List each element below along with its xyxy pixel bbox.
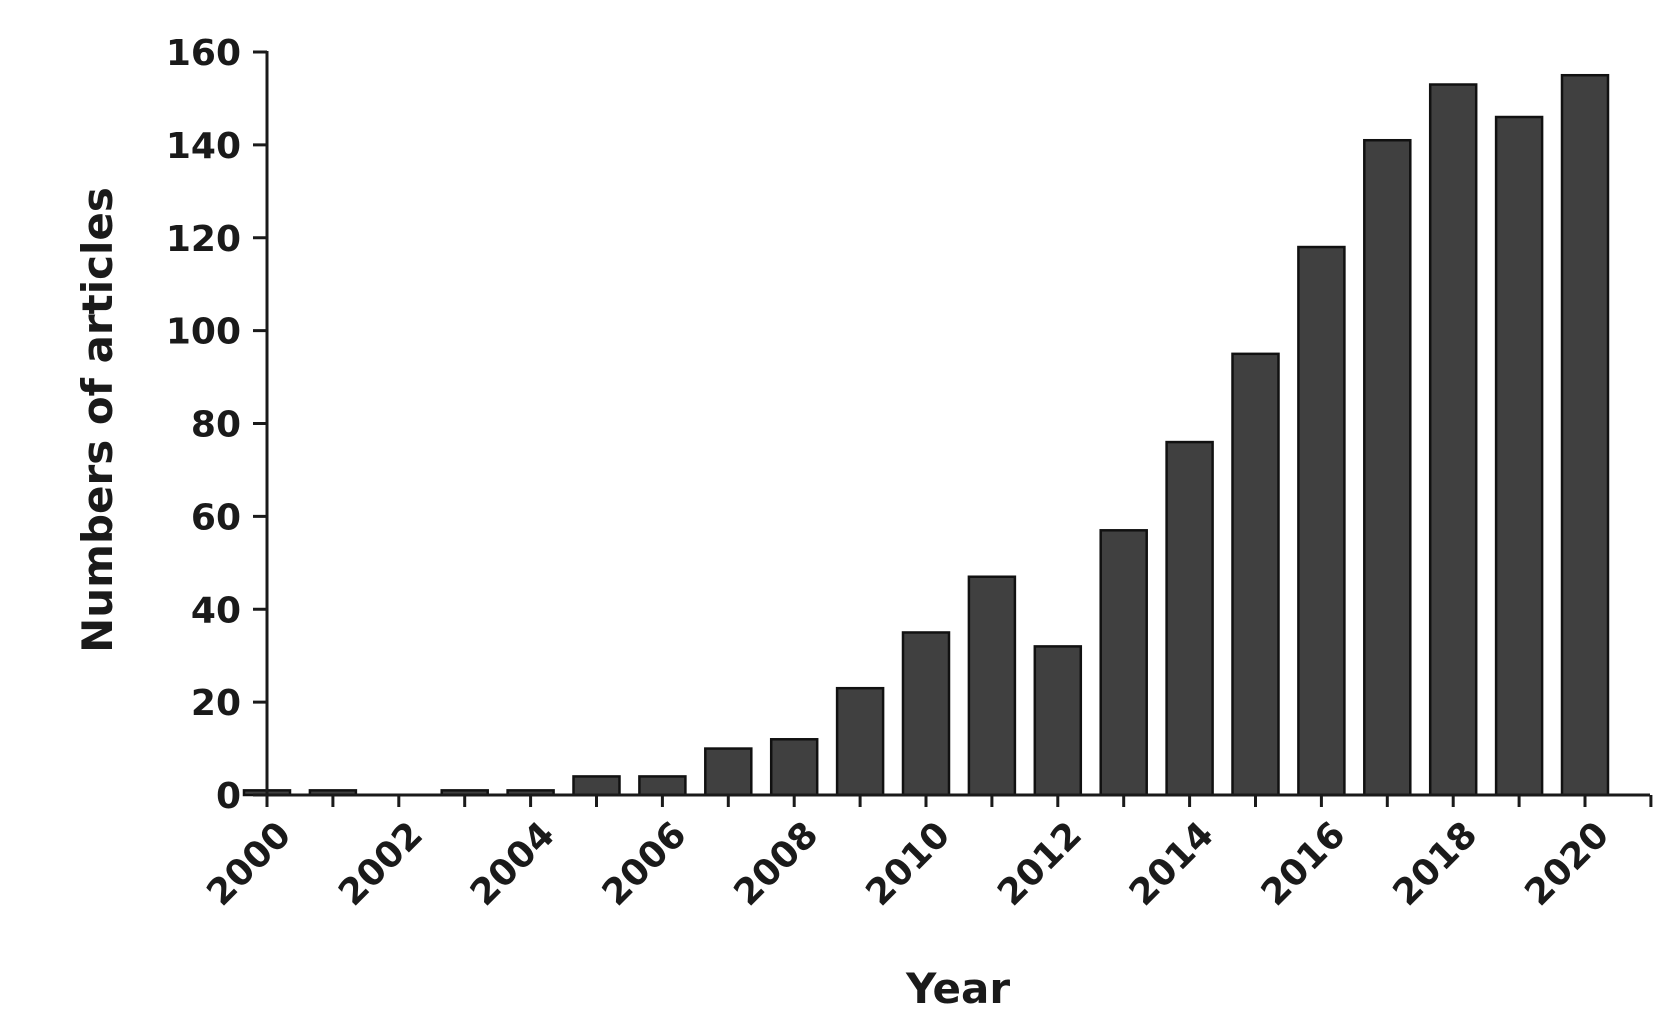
bar-2012	[1033, 645, 1083, 797]
bar-2015	[1231, 352, 1280, 797]
x-axis: 2000 2002 2004 2006 2008 2010 2012 2014 2016 2018…	[199, 793, 1653, 914]
bar-2005	[572, 775, 621, 797]
x-tick-label-2018: 2018	[1386, 814, 1486, 914]
bar-2016	[1297, 245, 1346, 797]
y-axis-title: Numbers of articles	[73, 187, 122, 653]
x-axis-title: Year	[905, 964, 1010, 1013]
y-tick-label-100: 100	[166, 312, 241, 353]
x-tick-label-2016: 2016	[1254, 814, 1354, 914]
bar-2007	[704, 747, 753, 797]
x-tick-label-2012: 2012	[990, 814, 1090, 914]
y-tick-label-80: 80	[191, 405, 241, 446]
bar-2006	[638, 775, 687, 797]
y-tick-label-140: 140	[166, 126, 241, 167]
bar-2013	[1099, 529, 1148, 797]
x-tick-label-2002: 2002	[331, 814, 431, 914]
bar-2018	[1428, 83, 1478, 797]
x-tick-label-2000: 2000	[199, 814, 299, 914]
y-tick-label-40: 40	[191, 590, 241, 631]
x-tick-label-2010: 2010	[858, 814, 958, 914]
x-tick-label-2008: 2008	[727, 814, 827, 914]
x-tick-label-2014: 2014	[1122, 814, 1222, 914]
y-tick-label-120: 120	[166, 219, 241, 260]
bar-2014	[1165, 440, 1214, 797]
x-tick-label-2020: 2020	[1517, 814, 1617, 914]
y-tick-label-20: 20	[191, 683, 241, 724]
bars-group	[242, 73, 1610, 797]
y-tick-label-0: 0	[216, 776, 241, 817]
bar-2010	[901, 631, 951, 797]
bar-2019	[1494, 115, 1544, 797]
bar-2020	[1560, 73, 1610, 797]
y-tick-label-60: 60	[191, 497, 241, 538]
y-tick-label-160: 160	[166, 33, 241, 74]
bar-2008	[769, 738, 819, 797]
y-axis: 0 20 40 60 80 100 120 140 160	[166, 33, 269, 817]
x-tick-label-2004: 2004	[463, 814, 563, 914]
bar-2009	[835, 686, 885, 797]
x-tick-label-2006: 2006	[595, 814, 695, 914]
bar-2017	[1363, 138, 1412, 797]
bar-2011	[967, 575, 1017, 797]
